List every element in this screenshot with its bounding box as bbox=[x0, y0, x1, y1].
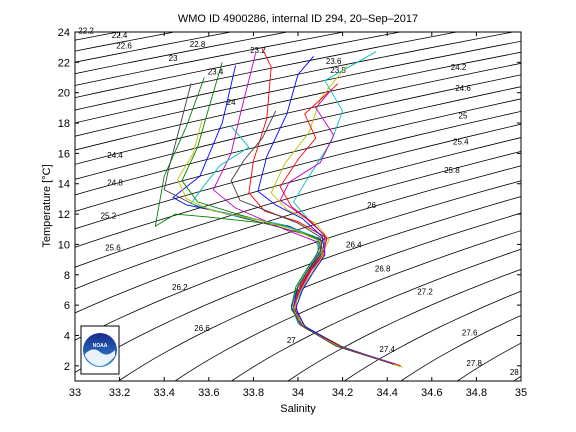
isopycnal-label: 24.4 bbox=[107, 151, 123, 160]
svg-text:NOAA: NOAA bbox=[93, 343, 108, 349]
profile-line bbox=[279, 89, 397, 365]
isopycnal-label: 27 bbox=[287, 336, 296, 345]
isopycnal-label: 26.6 bbox=[194, 324, 210, 333]
isopycnal-label: 25.2 bbox=[101, 212, 117, 221]
isopycnal-label: 23.2 bbox=[250, 46, 266, 55]
y-tick-label: 24 bbox=[58, 27, 70, 39]
x-tick-label: 35 bbox=[515, 387, 527, 399]
isopycnal-line bbox=[456, 342, 521, 381]
isopycnal-label: 27.2 bbox=[417, 288, 433, 297]
isopycnal-label: 27.6 bbox=[462, 329, 478, 338]
isopycnal-label: 26.8 bbox=[375, 265, 391, 274]
isopycnal-label: 25.6 bbox=[105, 244, 121, 253]
isopycnal-line bbox=[75, 32, 459, 111]
isopycnal-line bbox=[75, 151, 521, 290]
isopycnal-label: 26.2 bbox=[172, 283, 188, 292]
x-tick-label: 33.2 bbox=[109, 387, 130, 399]
chart-title: WMO ID 4900286, internal ID 294, 20–Sep–… bbox=[178, 13, 418, 25]
isopycnal-line bbox=[75, 32, 290, 75]
y-tick-label: 16 bbox=[58, 148, 70, 160]
isopycnal-line bbox=[75, 51, 521, 151]
isopycnal-label: 24.6 bbox=[455, 84, 471, 93]
isopycnal-label: 23.4 bbox=[208, 68, 224, 77]
x-tick-label: 34.2 bbox=[332, 387, 353, 399]
noaa-logo: NOAA bbox=[80, 325, 120, 375]
isopycnal-label: 24.8 bbox=[107, 178, 123, 187]
x-tick-label: 34 bbox=[292, 387, 304, 399]
isopycnal-label: 25 bbox=[459, 112, 468, 121]
profile-series bbox=[154, 48, 403, 368]
y-tick-label: 18 bbox=[58, 118, 70, 130]
x-axis-label: Salinity bbox=[280, 403, 316, 415]
profile-line bbox=[154, 77, 401, 367]
isopycnal-line bbox=[117, 212, 521, 381]
isopycnal-line bbox=[75, 74, 521, 180]
isopycnal-line bbox=[287, 268, 521, 381]
isopycnal-label: 25.4 bbox=[453, 137, 469, 146]
isopycnal-label: 23.6 bbox=[326, 57, 342, 66]
y-tick-label: 2 bbox=[64, 361, 70, 373]
y-tick-label: 12 bbox=[58, 209, 70, 221]
profile-line bbox=[230, 110, 395, 365]
x-tick-label: 33 bbox=[69, 387, 81, 399]
isopycnal-line bbox=[513, 375, 521, 381]
isopycnal-line bbox=[75, 32, 346, 86]
isopycnal-label: 25.8 bbox=[444, 166, 460, 175]
isopycnal-label: 28 bbox=[510, 368, 519, 377]
y-tick-label: 8 bbox=[64, 270, 70, 282]
isopycnal-line bbox=[174, 230, 521, 381]
isopycnal-labels: 22.222.422.6 22.82323.223.423.623.82424.2… bbox=[78, 27, 519, 377]
y-tick-label: 10 bbox=[58, 239, 70, 251]
profile-line bbox=[257, 56, 399, 367]
isopycnal-line bbox=[75, 123, 521, 248]
isopycnal-label: 27.4 bbox=[379, 345, 395, 354]
y-tick-label: 22 bbox=[58, 57, 70, 69]
isopycnal-line bbox=[0, 17, 144, 396]
y-tick-label: 14 bbox=[58, 179, 70, 191]
isopycnal-line bbox=[400, 315, 521, 381]
isopycnal-line bbox=[75, 98, 521, 212]
isopycnal-label: 24 bbox=[227, 98, 236, 107]
y-tick-label: 4 bbox=[64, 330, 70, 342]
profile-line bbox=[177, 119, 399, 367]
profile-line bbox=[172, 65, 397, 365]
isopycnal-label: 24.2 bbox=[451, 63, 467, 72]
x-tick-label: 34.6 bbox=[421, 387, 442, 399]
x-tick-label: 33.6 bbox=[198, 387, 219, 399]
x-tick-label: 34.4 bbox=[376, 387, 397, 399]
isopycnal-label: 22.8 bbox=[190, 40, 206, 49]
y-axis-label: Temperature [°C] bbox=[41, 164, 53, 247]
y-tick-label: 6 bbox=[64, 300, 70, 312]
isopycnal-line bbox=[75, 110, 521, 230]
isopycnal-label: 27.8 bbox=[466, 359, 482, 368]
x-tick-label: 34.8 bbox=[466, 387, 487, 399]
isopycnal-label: 26.4 bbox=[346, 241, 362, 250]
isopycnal-line bbox=[75, 40, 521, 137]
isopycnal-label: 22.2 bbox=[78, 27, 94, 36]
x-axis: 33 33.2 33.4 33.6 33.8 34 34.2 34.4 34.6 34.8 35 bbox=[69, 32, 527, 399]
isopycnal-line bbox=[75, 196, 521, 373]
isopycnal-label: 23 bbox=[169, 54, 178, 63]
isopycnal-label: 23.8 bbox=[330, 66, 346, 75]
isopycnal-line bbox=[75, 32, 403, 99]
x-tick-label: 33.8 bbox=[243, 387, 264, 399]
isopycnal-line bbox=[343, 290, 521, 381]
y-tick-label: 20 bbox=[58, 88, 70, 100]
isopycnal-label: 22.6 bbox=[116, 42, 132, 51]
profile-line bbox=[190, 125, 392, 364]
isopycnal-line bbox=[75, 62, 521, 165]
isopycnal-label: 26 bbox=[367, 201, 376, 210]
x-tick-label: 33.4 bbox=[153, 387, 174, 399]
isopycnal-line bbox=[75, 165, 521, 314]
